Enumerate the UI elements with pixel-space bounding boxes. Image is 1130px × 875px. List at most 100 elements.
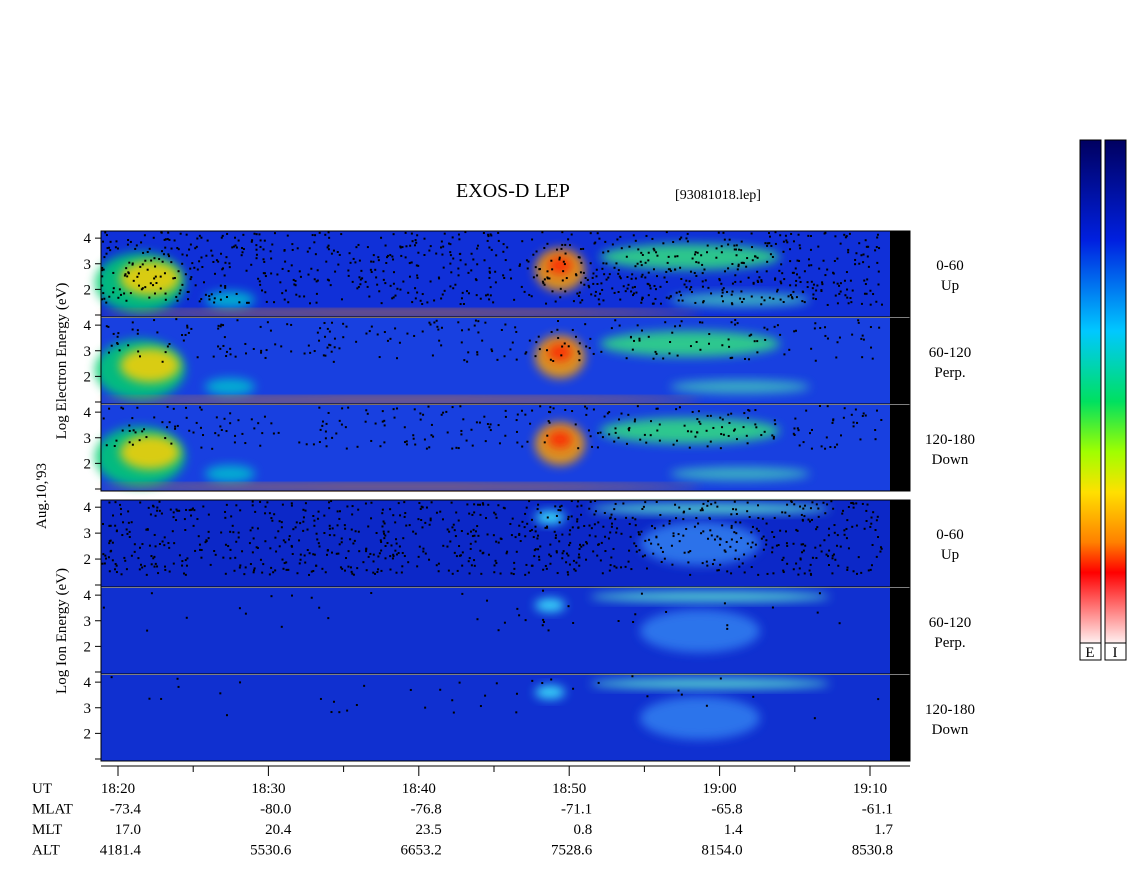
noise-dot (308, 573, 311, 576)
noise-dot (641, 297, 644, 300)
noise-dot (129, 240, 132, 243)
noise-dot (153, 277, 156, 280)
noise-dot (471, 444, 474, 447)
noise-dot (843, 233, 846, 236)
noise-dot (587, 429, 590, 432)
noise-dot (668, 297, 671, 300)
noise-dot (834, 558, 837, 561)
noise-dot (702, 301, 705, 304)
noise-dot (457, 519, 460, 522)
noise-dot (743, 412, 746, 415)
noise-dot (271, 243, 274, 246)
noise-dot (756, 504, 759, 507)
noise-dot (220, 323, 223, 326)
noise-dot (608, 273, 611, 276)
noise-dot (127, 239, 130, 242)
noise-dot (260, 349, 263, 352)
noise-dot (261, 432, 264, 435)
noise-dot (696, 251, 699, 254)
y-tick-label: 2 (84, 282, 92, 298)
noise-dot (734, 549, 737, 552)
noise-dot (302, 516, 305, 519)
noise-dot (877, 536, 880, 539)
noise-dot (437, 276, 440, 279)
noise-dot (772, 572, 775, 575)
noise-dot (634, 277, 637, 280)
noise-dot (675, 517, 678, 520)
noise-dot (181, 283, 184, 286)
y-tick-label: 3 (84, 526, 92, 542)
noise-dot (185, 564, 188, 567)
noise-dot (506, 550, 509, 553)
noise-dot (800, 543, 803, 546)
noise-dot (395, 538, 398, 541)
noise-dot (377, 568, 380, 571)
noise-dot (518, 524, 521, 527)
noise-dot (660, 546, 663, 549)
noise-dot (630, 290, 633, 293)
noise-dot (710, 534, 713, 537)
noise-dot (760, 434, 763, 437)
noise-dot (331, 436, 334, 439)
noise-dot (168, 343, 171, 346)
noise-dot (874, 249, 877, 252)
noise-dot (389, 254, 392, 257)
noise-dot (159, 275, 162, 278)
noise-dot (661, 550, 664, 553)
noise-dot (369, 552, 372, 555)
noise-dot (525, 259, 528, 262)
noise-dot (389, 555, 392, 558)
noise-dot (546, 349, 549, 352)
noise-dot (691, 410, 694, 413)
noise-dot (809, 507, 812, 510)
noise-dot (672, 532, 675, 535)
noise-dot (669, 269, 672, 272)
noise-dot (336, 250, 339, 253)
noise-dot (349, 538, 352, 541)
noise-dot (878, 326, 881, 329)
noise-dot (263, 272, 266, 275)
noise-dot (869, 326, 872, 329)
noise-dot (443, 289, 446, 292)
noise-dot (597, 432, 600, 435)
noise-dot (163, 536, 166, 539)
noise-dot (467, 271, 470, 274)
noise-dot (176, 424, 179, 427)
noise-dot (476, 525, 479, 528)
noise-dot (590, 527, 593, 530)
noise-dot (669, 341, 672, 344)
noise-dot (608, 569, 611, 572)
noise-dot (877, 698, 880, 701)
noise-dot (142, 251, 145, 254)
noise-dot (567, 345, 570, 348)
noise-dot (526, 522, 529, 525)
noise-dot (154, 265, 157, 268)
noise-dot (237, 239, 240, 242)
noise-dot (435, 252, 438, 255)
noise-dot (381, 410, 384, 413)
noise-dot (313, 278, 316, 281)
noise-dot (103, 297, 106, 300)
noise-dot (668, 519, 671, 522)
noise-dot (235, 540, 238, 543)
noise-dot (370, 517, 373, 520)
noise-dot (414, 287, 417, 290)
noise-dot (308, 552, 311, 555)
noise-dot (866, 278, 869, 281)
noise-dot (233, 441, 236, 444)
noise-dot (609, 531, 612, 534)
noise-dot (763, 299, 766, 302)
noise-dot (588, 524, 591, 527)
noise-dot (800, 513, 803, 516)
noise-dot (423, 237, 426, 240)
noise-dot (382, 520, 385, 523)
noise-dot (512, 573, 515, 576)
noise-dot (158, 543, 161, 546)
noise-dot (849, 279, 852, 282)
noise-dot (303, 352, 306, 355)
noise-dot (558, 521, 561, 524)
noise-dot (131, 262, 134, 265)
noise-dot (730, 526, 733, 529)
noise-dot (613, 440, 616, 443)
noise-dot (798, 259, 801, 262)
